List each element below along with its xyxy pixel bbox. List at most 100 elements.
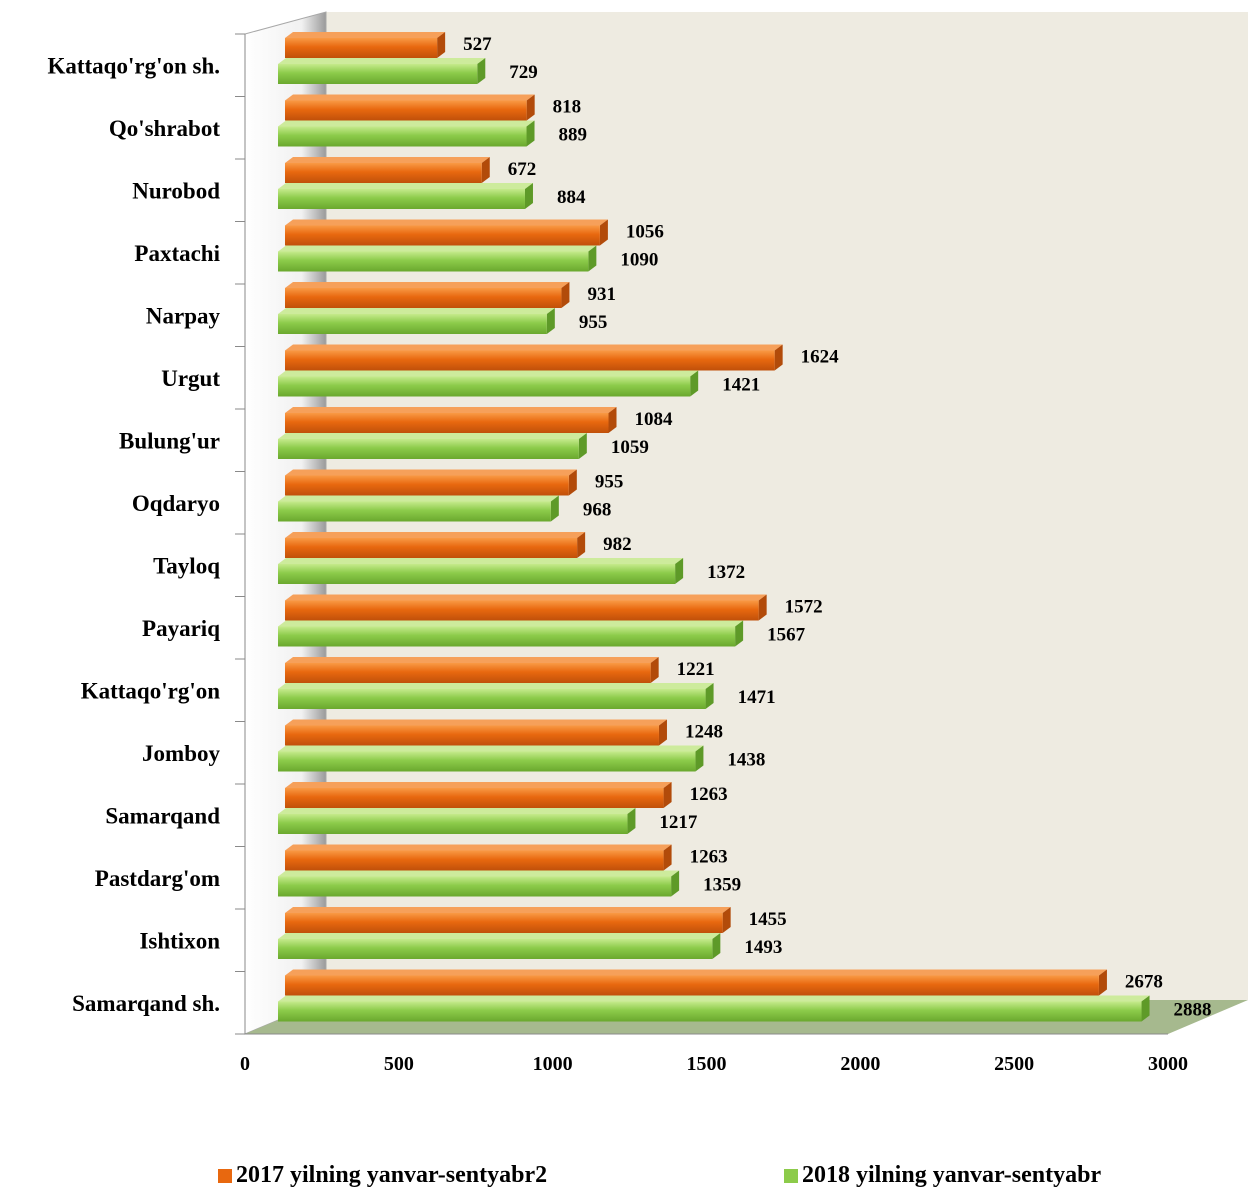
bar-2017-kattaqo-rg-on-end xyxy=(650,657,659,683)
bar-2017-nurobod xyxy=(285,157,490,183)
category-label-samarqand: Samarqand xyxy=(105,803,220,828)
bar-2017-qo-shrabot-end xyxy=(526,94,535,121)
bar-2018-nurobod xyxy=(278,183,533,209)
category-label-pastdarg-om: Pastdarg'om xyxy=(95,866,220,891)
data-label-2017-qo-shrabot: 818 xyxy=(553,97,582,118)
bar-2018-nurobod-front xyxy=(278,189,525,209)
data-labels: 2678 2888 1455 1493 1263 1359 1263 1217 12481438… xyxy=(463,34,1211,1021)
category-labels: Samarqand sh. Ishtixon Pastdarg'om Samarqan… xyxy=(47,53,220,1016)
bar-2017-nurobod-front xyxy=(285,163,482,183)
data-label-2018-payariq: 1567 xyxy=(767,625,806,646)
bar-2018-ishtixon-top xyxy=(278,933,721,939)
category-label-ishtixon: Ishtixon xyxy=(139,928,220,953)
bar-2018-samarqand-front xyxy=(278,814,628,834)
bar-2018-samarqand xyxy=(278,808,636,834)
data-label-2018-kattaqo-rg-on: 1471 xyxy=(738,687,776,708)
bar-2017-pastdarg-om xyxy=(285,844,672,871)
bar-2018-samarqand-top xyxy=(278,808,636,814)
category-label-paxtachi: Paxtachi xyxy=(134,241,220,266)
bar-2017-qo-shrabot xyxy=(285,94,535,121)
bar-2018-paxtachi xyxy=(278,245,597,272)
bar-2017-narpay xyxy=(285,282,570,308)
data-label-2017-bulung-ur: 1084 xyxy=(635,409,674,430)
bar-2018-ishtixon-end xyxy=(712,933,721,959)
bar-2017-samarqand xyxy=(285,782,672,808)
category-label-nurobod: Nurobod xyxy=(132,178,220,203)
data-label-2018-tayloq: 1372 xyxy=(707,562,745,583)
bar-2017-urgut-top xyxy=(285,344,783,351)
bar-2017-samarqand-top xyxy=(285,782,672,788)
bar-2017-samarqand-end xyxy=(663,782,672,808)
data-label-2017-kattaqo-rg-on-sh: 527 xyxy=(463,34,492,55)
category-label-oqdaryo: Oqdaryo xyxy=(132,491,220,516)
bar-2017-samarqand-sh-top xyxy=(285,969,1107,976)
bar-2017-urgut xyxy=(285,344,783,371)
bar-2017-bulung-ur xyxy=(285,407,617,433)
bar-2017-pastdarg-om-front xyxy=(285,850,664,871)
bar-2018-jomboy-top xyxy=(278,745,704,752)
category-label-kattaqo-rg-on-sh: Kattaqo'rg'on sh. xyxy=(47,53,220,78)
bar-2018-kattaqo-rg-on-sh-top xyxy=(278,58,486,64)
bar-2018-samarqand-sh-top xyxy=(278,995,1150,1002)
bar-2018-pastdarg-om xyxy=(278,870,680,897)
bar-2018-narpay-top xyxy=(278,308,555,314)
bar-2018-kattaqo-rg-on-front xyxy=(278,689,706,709)
bar-2017-samarqand-sh-end xyxy=(1098,969,1107,996)
bar-2017-kattaqo-rg-on-sh xyxy=(285,32,446,58)
bar-2017-nurobod-end xyxy=(481,157,490,183)
data-label-2018-qo-shrabot: 889 xyxy=(559,125,588,146)
bar-2017-ishtixon-end xyxy=(722,907,731,933)
bar-2018-samarqand-sh xyxy=(278,995,1150,1022)
bar-2017-urgut-front xyxy=(285,350,775,371)
bar-2018-kattaqo-rg-on-sh xyxy=(278,58,486,84)
bar-2018-bulung-ur-front xyxy=(278,439,579,459)
bar-2018-oqdaryo xyxy=(278,495,559,522)
bar-2017-oqdaryo-end xyxy=(568,469,577,496)
bar-2018-narpay-end xyxy=(546,308,555,334)
bar-2018-kattaqo-rg-on-end xyxy=(705,683,714,709)
bar-2017-payariq xyxy=(285,594,767,621)
data-label-2018-urgut: 1421 xyxy=(722,375,760,396)
legend-swatch-2018 xyxy=(784,1168,798,1183)
bar-2018-payariq-front xyxy=(278,626,736,647)
bar-2018-oqdaryo-top xyxy=(278,495,559,502)
bar-2017-bulung-ur-front xyxy=(285,413,609,433)
category-label-jomboy: Jomboy xyxy=(142,741,220,766)
bar-2018-samarqand-end xyxy=(627,808,636,834)
bar-2018-narpay-front xyxy=(278,314,547,334)
bar-2017-jomboy-end xyxy=(658,719,667,746)
x-tick-label: 0 xyxy=(240,1053,250,1075)
x-tick-label: 2500 xyxy=(994,1053,1034,1075)
data-label-2017-ishtixon: 1455 xyxy=(749,909,787,930)
category-label-kattaqo-rg-on: Kattaqo'rg'on xyxy=(81,678,220,703)
bar-2018-paxtachi-front xyxy=(278,251,589,272)
bar-2017-bulung-ur-top xyxy=(285,407,617,413)
bar-2018-bulung-ur-end xyxy=(578,433,587,459)
category-label-samarqand-sh: Samarqand sh. xyxy=(72,991,220,1016)
bar-2017-tayloq xyxy=(285,532,586,558)
bar-2017-jomboy-front xyxy=(285,725,659,746)
category-label-tayloq: Tayloq xyxy=(153,553,220,578)
bar-2017-tayloq-end xyxy=(577,532,586,558)
category-label-qo-shrabot: Qo'shrabot xyxy=(109,116,221,141)
bar-2018-kattaqo-rg-on-sh-end xyxy=(477,58,486,84)
bar-2018-paxtachi-end xyxy=(588,245,597,272)
bar-2017-pastdarg-om-end xyxy=(663,844,672,871)
data-label-2018-samarqand: 1217 xyxy=(659,812,698,833)
category-label-payariq: Payariq xyxy=(142,616,220,641)
data-label-2018-narpay: 955 xyxy=(579,312,608,333)
bar-2017-samarqand-sh xyxy=(285,969,1107,996)
bar-2018-pastdarg-om-top xyxy=(278,870,680,877)
bar-2017-urgut-end xyxy=(774,344,783,371)
data-label-2017-nurobod: 672 xyxy=(508,159,537,180)
x-tick-labels: 0 500 1000 1500 2000 2500 3000 xyxy=(240,1053,1188,1075)
data-label-2018-oqdaryo: 968 xyxy=(583,500,612,521)
bar-2018-ishtixon-front xyxy=(278,939,713,959)
data-label-2018-nurobod: 884 xyxy=(557,187,586,208)
legend-label-2017: 2017 yilning yanvar-sentyabr2 xyxy=(236,1162,548,1188)
bar-2018-payariq-end xyxy=(735,620,744,647)
data-label-2018-pastdarg-om: 1359 xyxy=(703,875,741,896)
bar-2018-urgut xyxy=(278,370,699,397)
bar-2017-kattaqo-rg-on-front xyxy=(285,663,651,683)
